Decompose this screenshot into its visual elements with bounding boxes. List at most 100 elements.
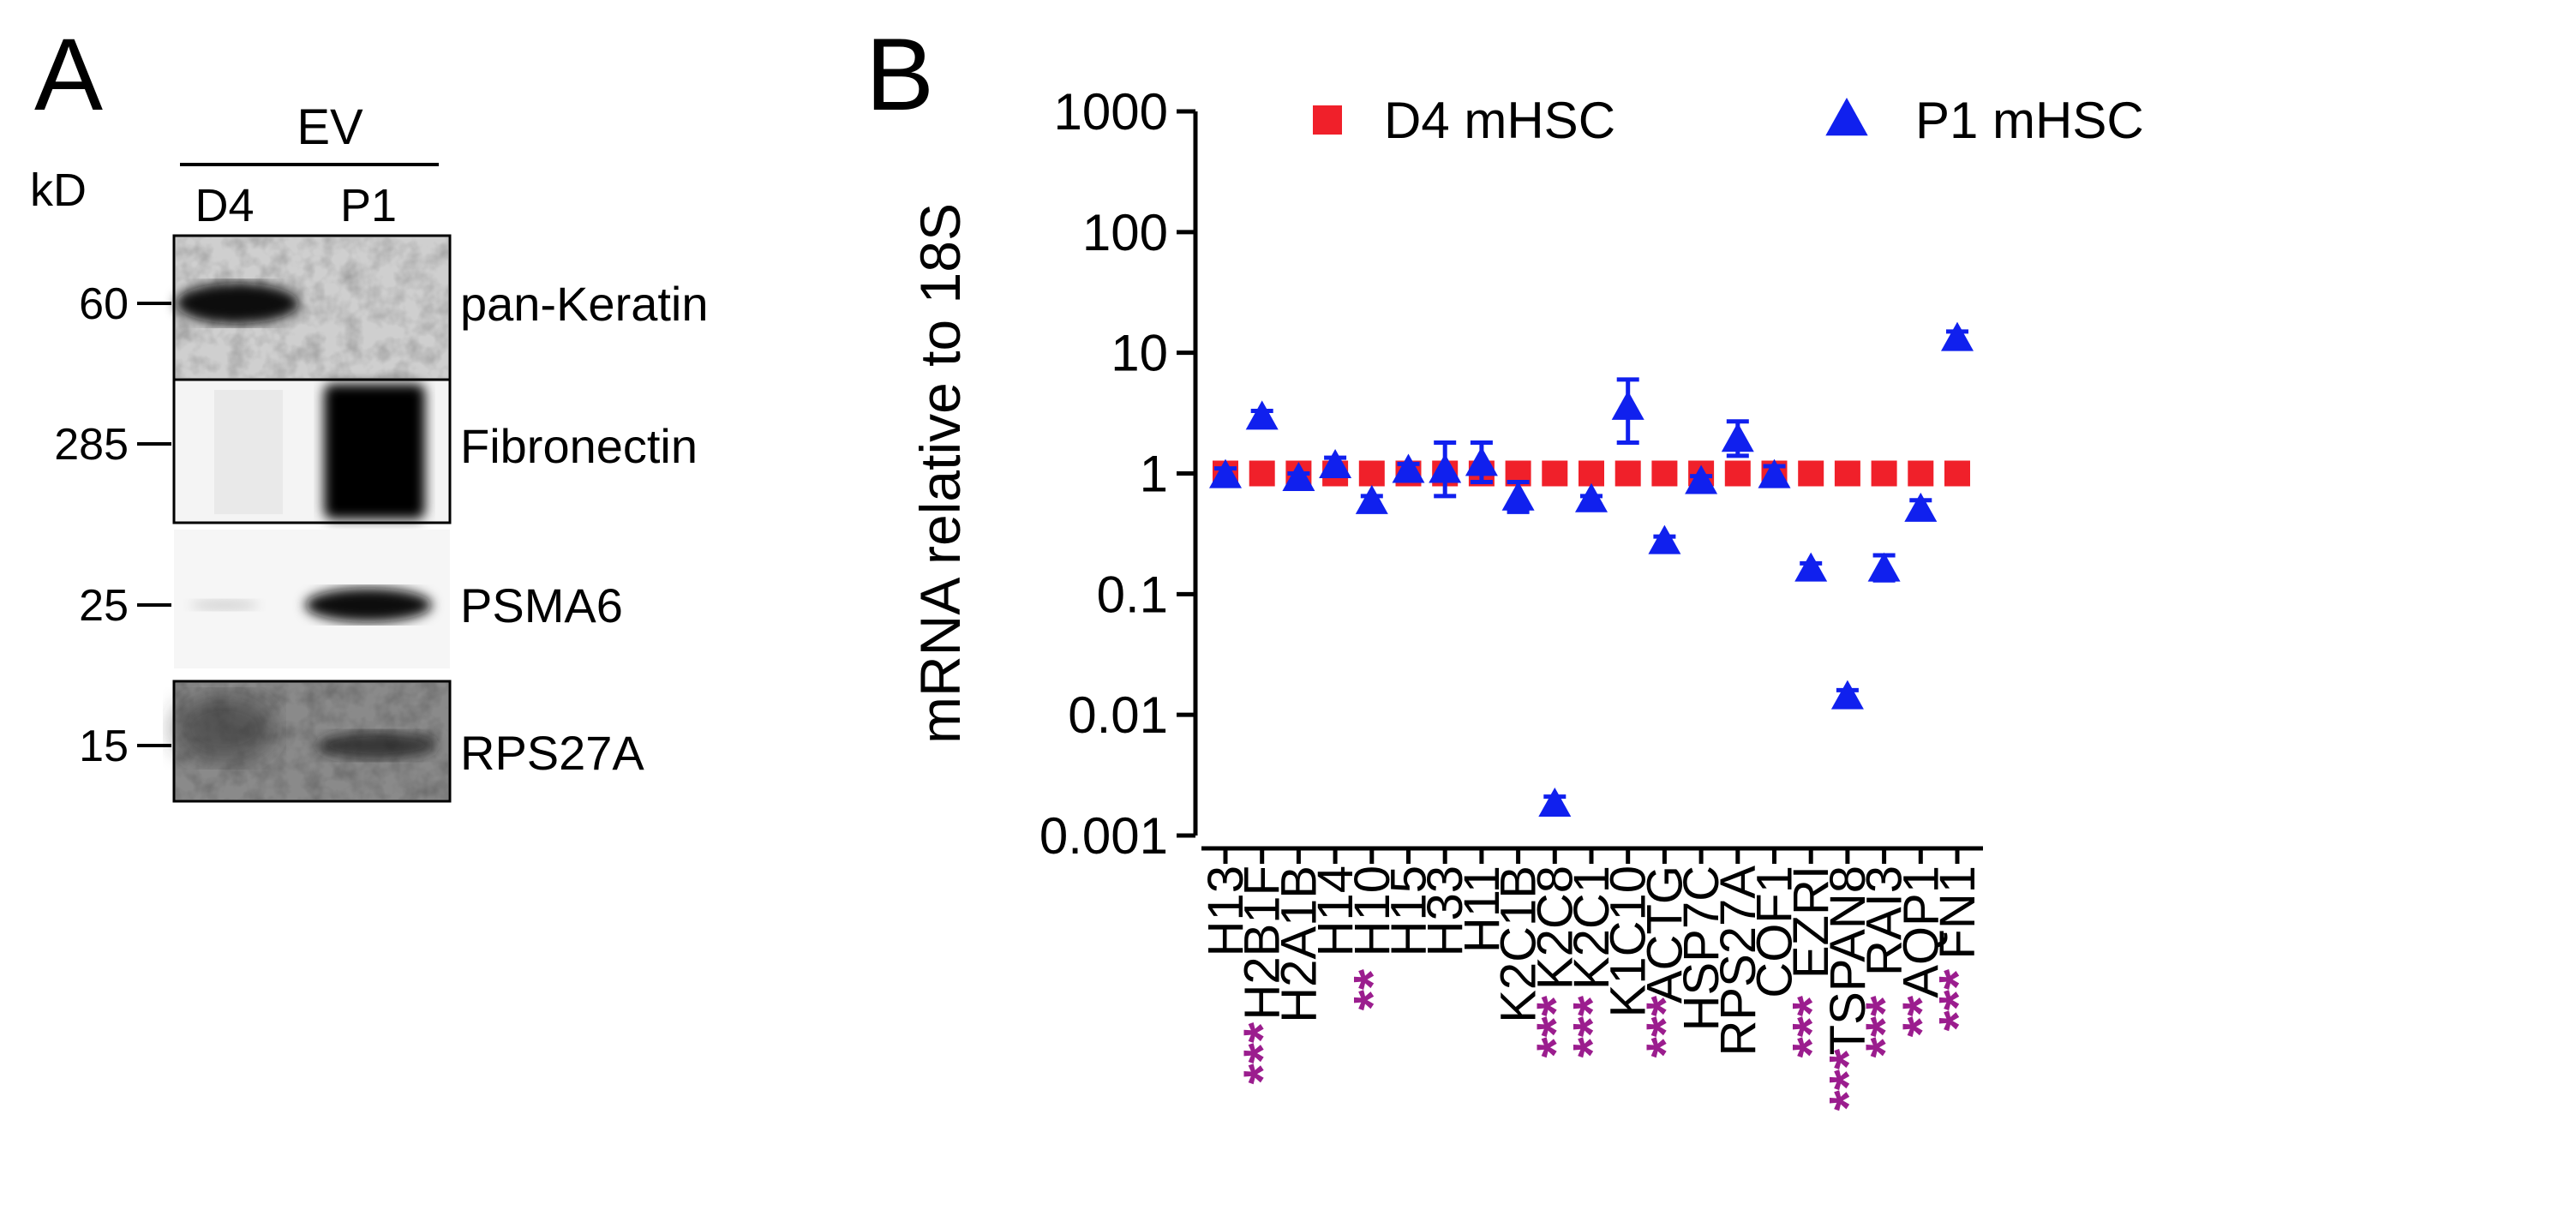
x-tick-label: ACTG: [1637, 866, 1692, 1003]
d4-point: [1871, 460, 1897, 487]
legend-marker-p1: [1825, 98, 1868, 136]
d4-point: [1614, 460, 1641, 487]
lane-label-p1: P1: [340, 180, 397, 231]
x-tick-labels: H13H2B1FH2A1BH14H10H15H33H11K2C1BK2C8K2C…: [1198, 866, 1986, 1057]
significance-label: ***: [1234, 1021, 1293, 1084]
significance-labels: *********** *** **************: [1234, 968, 1988, 1111]
significance-label: ***: [1819, 1048, 1878, 1111]
p1-point: [1319, 448, 1352, 478]
blot-3-band-p1: [305, 588, 432, 622]
p1-point: [1429, 453, 1462, 483]
p1-point: [1758, 458, 1791, 488]
legend-label-p1: P1 mHSC: [1915, 92, 2144, 149]
x-tick-label: K1C10: [1601, 866, 1656, 1017]
p1-point: [1611, 390, 1644, 420]
x-tick-label: TSPAN8: [1820, 866, 1876, 1055]
significance-label: **: [1892, 995, 1951, 1037]
p1-point: [1721, 422, 1754, 452]
x-tick-label: H10: [1345, 866, 1400, 956]
blot-4-marker-label: 15: [79, 722, 129, 771]
blot-3-band-d4: [190, 600, 259, 610]
significance-label: ***: [1636, 995, 1695, 1057]
x-tick-label: K2C8: [1527, 866, 1583, 990]
panel-b-letter: B: [866, 17, 934, 132]
p1-point: [1282, 461, 1315, 491]
x-tick-label: H14: [1308, 866, 1363, 956]
x-tick-label: H15: [1381, 866, 1437, 956]
x-tick-label: HSP7C: [1674, 866, 1729, 1031]
blot-4-protein-label: RPS27A: [460, 726, 644, 780]
d4-point: [1651, 460, 1678, 487]
x-tick-label: H13: [1198, 866, 1254, 956]
blot-pan-keratin: 60 pan-Keratin: [79, 234, 709, 381]
significance-label: ***: [1563, 995, 1622, 1057]
p1-point: [1501, 481, 1535, 511]
p1-point: [1794, 552, 1828, 582]
panel-a-letter: A: [34, 17, 103, 132]
p1-point: [1538, 788, 1572, 818]
significance-label: ***: [1782, 995, 1842, 1057]
blot-1-marker-label: 60: [79, 279, 129, 329]
p1-point: [1941, 321, 1974, 351]
blot-psma6: 25 PSMA6: [79, 530, 623, 668]
blot-2-band-p1: [324, 384, 425, 519]
p1-point: [1648, 524, 1681, 554]
y-tick-label: 1000: [1054, 83, 1168, 141]
y-tick-label: 0.001: [1039, 807, 1168, 865]
x-tick-label: RAI3: [1857, 866, 1913, 976]
p1-point: [1830, 680, 1864, 710]
x-tick-label: H33: [1417, 866, 1473, 956]
significance-label: ***: [1856, 995, 1915, 1057]
y-tick-label: 0.01: [1068, 686, 1168, 744]
lane-label-d4: D4: [195, 180, 254, 231]
blot-1-band-d4: [176, 283, 299, 324]
x-tick-label: FN1: [1930, 866, 1986, 960]
chart-axes: 0.001 0.01 0.1 1 10 100 1000: [1039, 83, 1983, 865]
y-tick-label: 0.1: [1097, 566, 1168, 623]
blot-2-lane-d4: [214, 390, 283, 514]
x-tick-label: K2C1: [1564, 866, 1620, 990]
blot-4-smudge-d4: [173, 694, 276, 763]
significance-label: **: [1344, 968, 1403, 1010]
x-tick-label: H2B1F: [1235, 866, 1291, 1021]
d4-point: [1249, 460, 1275, 487]
d4-point: [1542, 460, 1568, 487]
d4-point: [1908, 460, 1934, 487]
x-tick-label: COF1: [1747, 866, 1803, 998]
blot-1-protein-label: pan-Keratin: [460, 277, 709, 331]
d4-point: [1944, 460, 1970, 487]
panel-b-chart: B mRNA relative to 18S D4 mHSC P1 mHSC 0…: [866, 17, 2144, 1111]
x-tick-label: EZRI: [1783, 866, 1839, 979]
x-tick-label: H2A1B: [1271, 866, 1327, 1023]
d4-point: [1358, 460, 1385, 487]
blot-3-protein-label: PSMA6: [460, 578, 623, 632]
blot-2-marker-label: 285: [54, 420, 129, 470]
y-tick-label: 1: [1140, 446, 1168, 503]
legend-label-d4: D4 mHSC: [1384, 92, 1615, 149]
chart-marks: [1209, 321, 1974, 818]
p1-point: [1209, 458, 1242, 488]
p1-point: [1245, 400, 1279, 430]
x-tick-label: K2C1B: [1491, 866, 1547, 1023]
d4-point: [1798, 460, 1824, 487]
legend: D4 mHSC P1 mHSC: [1313, 92, 2144, 149]
blot-4-band-p1: [317, 732, 437, 759]
significance-label: ***: [1526, 995, 1585, 1057]
kd-unit-label: kD: [30, 165, 87, 216]
y-tick-label: 100: [1082, 204, 1168, 261]
p1-point: [1904, 492, 1938, 522]
blot-rps27a: 15 RPS27A: [79, 680, 644, 803]
p1-point: [1685, 464, 1718, 494]
blot-fibronectin: 285 Fibronectin: [54, 378, 698, 524]
x-tick-label: H11: [1454, 866, 1510, 953]
y-tick-label: 10: [1111, 325, 1168, 382]
ev-group-label: EV: [297, 99, 363, 155]
significance-label: ***: [1929, 968, 1988, 1031]
blot-3-marker-label: 25: [79, 581, 129, 631]
p1-point: [1465, 446, 1498, 476]
legend-marker-d4: [1313, 105, 1342, 135]
p1-point: [1867, 552, 1901, 582]
x-tick-label: AQP1: [1893, 866, 1949, 998]
p1-point: [1355, 484, 1388, 514]
